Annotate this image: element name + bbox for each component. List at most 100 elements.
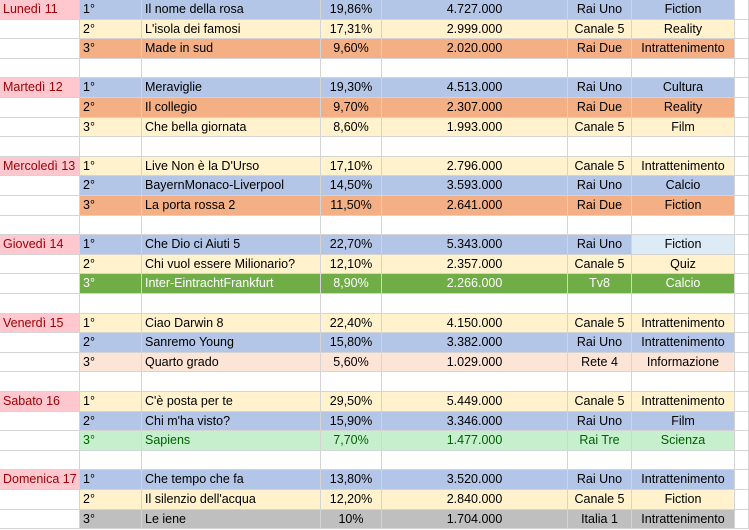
empty-cell: [735, 450, 749, 471]
empty-cell: [0, 196, 80, 216]
audience: 2.307.000: [382, 98, 568, 118]
share: 12,20%: [321, 490, 382, 510]
rank: 1°: [80, 392, 142, 412]
network: Tv8: [568, 274, 632, 294]
empty-cell: [735, 333, 749, 353]
empty-cell: [0, 117, 80, 138]
empty-cell: [735, 294, 749, 314]
genre: Informazione: [632, 352, 735, 373]
rank: 3°: [80, 117, 142, 138]
empty-cell: [735, 98, 749, 118]
empty-cell: [735, 254, 749, 275]
share: 9,60%: [321, 39, 382, 59]
genre: Reality: [632, 98, 735, 118]
audience: 3.593.000: [382, 176, 568, 196]
network: Rai Due: [568, 39, 632, 59]
network: Canale 5: [568, 392, 632, 412]
empty-cell: [735, 431, 749, 451]
program-title: Live Non è la D'Urso: [142, 156, 321, 177]
empty-cell: [0, 294, 80, 314]
genre: Intrattenimento: [632, 313, 735, 334]
empty-cell: [735, 156, 749, 177]
empty-cell: [735, 509, 749, 530]
day-label: Sabato 16: [0, 392, 80, 412]
empty-cell: [632, 137, 735, 157]
network: Canale 5: [568, 254, 632, 275]
empty-cell: [0, 450, 80, 471]
empty-cell: [321, 137, 382, 157]
audience: 3.520.000: [382, 470, 568, 490]
rank: 2°: [80, 490, 142, 510]
empty-cell: [80, 137, 142, 157]
share: 22,70%: [321, 235, 382, 255]
share: 12,10%: [321, 254, 382, 275]
empty-cell: [0, 333, 80, 353]
program-title: Chi m'ha visto?: [142, 411, 321, 432]
empty-cell: [0, 19, 80, 40]
genre: Film: [632, 117, 735, 138]
rank: 3°: [80, 39, 142, 59]
program-title: Che Dio ci Aiuti 5: [142, 235, 321, 255]
audience: 2.999.000: [382, 19, 568, 40]
audience: 4.727.000: [382, 0, 568, 20]
empty-cell: [632, 372, 735, 392]
empty-cell: [0, 39, 80, 59]
audience: 3.346.000: [382, 411, 568, 432]
empty-cell: [568, 58, 632, 79]
empty-cell: [0, 372, 80, 392]
rank: 1°: [80, 0, 142, 20]
network: Canale 5: [568, 313, 632, 334]
share: 17,10%: [321, 156, 382, 177]
genre: Intrattenimento: [632, 470, 735, 490]
rank: 1°: [80, 156, 142, 177]
share: 8,60%: [321, 117, 382, 138]
program-title: Sanremo Young: [142, 333, 321, 353]
empty-cell: [0, 431, 80, 451]
program-title: Quarto grado: [142, 352, 321, 373]
genre: Intrattenimento: [632, 392, 735, 412]
empty-cell: [632, 450, 735, 471]
empty-cell: [568, 215, 632, 236]
network: Canale 5: [568, 490, 632, 510]
empty-cell: [382, 58, 568, 79]
empty-cell: [80, 215, 142, 236]
network: Italia 1: [568, 509, 632, 530]
empty-cell: [568, 137, 632, 157]
share: 15,80%: [321, 333, 382, 353]
empty-cell: [382, 137, 568, 157]
audience: 1.993.000: [382, 117, 568, 138]
empty-cell: [735, 274, 749, 294]
program-title: Chi vuol essere Milionario?: [142, 254, 321, 275]
empty-cell: [321, 372, 382, 392]
share: 19,30%: [321, 78, 382, 98]
genre: Reality: [632, 19, 735, 40]
share: 9,70%: [321, 98, 382, 118]
empty-cell: [382, 372, 568, 392]
genre: Intrattenimento: [632, 156, 735, 177]
audience: 1.704.000: [382, 509, 568, 530]
program-title: Il silenzio dell'acqua: [142, 490, 321, 510]
empty-cell: [142, 450, 321, 471]
empty-cell: [568, 372, 632, 392]
genre: Quiz: [632, 254, 735, 275]
program-title: Le iene: [142, 509, 321, 530]
program-title: Il collegio: [142, 98, 321, 118]
network: Rai Due: [568, 196, 632, 216]
empty-cell: [735, 235, 749, 255]
empty-cell: [735, 372, 749, 392]
empty-cell: [735, 411, 749, 432]
program-title: BayernMonaco-Liverpool: [142, 176, 321, 196]
empty-cell: [735, 78, 749, 98]
rank: 1°: [80, 78, 142, 98]
empty-cell: [735, 196, 749, 216]
empty-cell: [632, 215, 735, 236]
empty-cell: [321, 215, 382, 236]
empty-cell: [0, 490, 80, 510]
empty-cell: [142, 137, 321, 157]
program-title: Sapiens: [142, 431, 321, 451]
program-title: Ciao Darwin 8: [142, 313, 321, 334]
audience: 1.029.000: [382, 352, 568, 373]
share: 8,90%: [321, 274, 382, 294]
genre: Intrattenimento: [632, 39, 735, 59]
